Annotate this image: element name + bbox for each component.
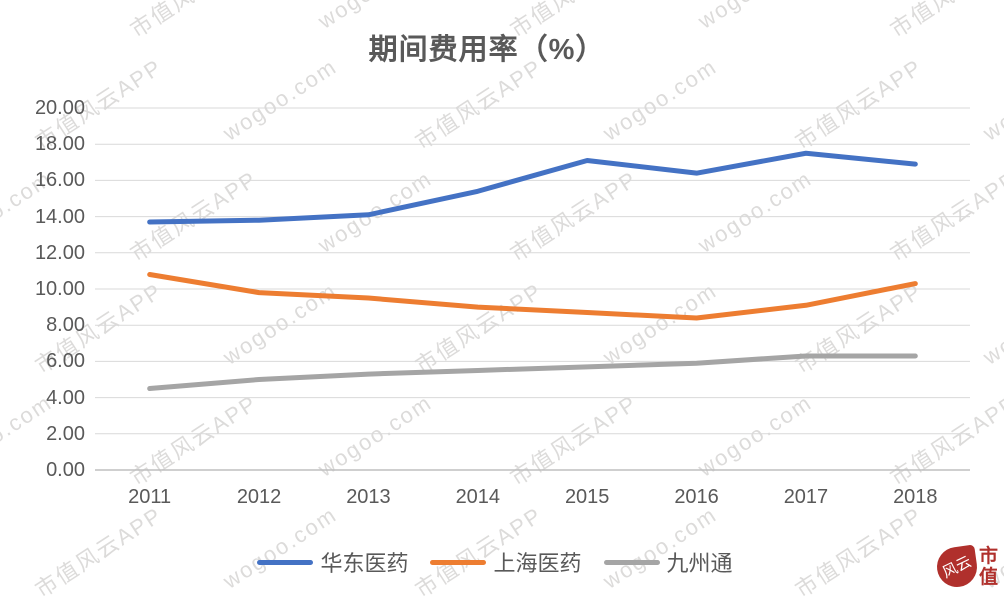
legend-line-swatch: [603, 559, 660, 565]
y-tick-label: 6.00: [46, 350, 85, 373]
brand-side-text: 市 值: [979, 546, 998, 588]
legend-item-0: 华东医药: [257, 546, 422, 578]
y-tick-label: 20.00: [34, 97, 85, 119]
series-line-1: [147, 272, 918, 321]
y-tick-label: 16.00: [34, 169, 85, 192]
legend-item-2: 九州通: [603, 546, 747, 578]
legend-item-1: 上海医药: [430, 546, 595, 578]
legend: 华东医药 上海医药 九州通: [0, 546, 1004, 578]
series-line-2: [147, 353, 918, 392]
legend-label: 华东医药: [320, 551, 409, 576]
x-tick-label: 2016: [674, 486, 719, 508]
y-tick-label: 18.00: [34, 133, 85, 156]
y-tick-label: 0.00: [46, 459, 85, 481]
y-tick-label: 8.00: [46, 314, 85, 337]
brand-seal-text: 风云: [939, 551, 975, 582]
brand-side-text-top: 市: [978, 545, 998, 567]
legend-label: 九州通: [666, 551, 733, 576]
y-tick-label: 10.00: [34, 278, 85, 300]
x-tick-label: 2015: [564, 486, 610, 508]
brand-seal-icon: 风云: [934, 544, 980, 590]
x-tick-label: 2013: [346, 486, 391, 508]
x-tick-label: 2014: [455, 486, 501, 508]
y-tick-label: 2.00: [46, 422, 85, 445]
y-tick-label: 12.00: [34, 241, 85, 264]
legend-label: 上海医药: [493, 551, 582, 576]
x-tick-label: 2017: [783, 486, 829, 508]
x-tick-label: 2011: [128, 486, 172, 508]
brand-logo: 风云 市 值: [932, 536, 998, 598]
brand-side-text-bottom: 值: [978, 566, 998, 588]
legend-line-swatch: [430, 559, 487, 565]
series-line-0: [147, 150, 918, 225]
x-tick-label: 2012: [236, 486, 282, 508]
x-tick-label: 2018: [893, 486, 938, 508]
y-tick-label: 14.00: [34, 205, 85, 228]
chart-title: 期间费用率（%）: [368, 34, 606, 66]
y-tick-label: 4.00: [46, 386, 85, 409]
legend-line-swatch: [257, 559, 314, 565]
